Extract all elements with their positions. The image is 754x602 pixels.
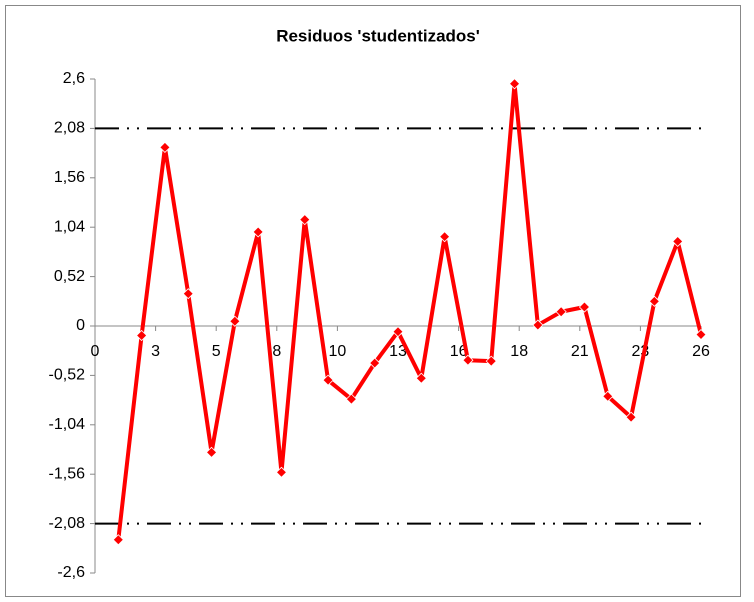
x-tick-label: 3 xyxy=(151,343,160,360)
data-point xyxy=(485,355,497,367)
data-point xyxy=(625,411,637,423)
data-point xyxy=(252,226,264,238)
x-tick-label: 10 xyxy=(329,343,347,360)
y-tick-label: 1,04 xyxy=(54,218,85,235)
y-tick-label: -2,08 xyxy=(49,515,86,532)
data-point xyxy=(532,319,544,331)
chart-title: Residuos 'studentizados' xyxy=(276,26,480,45)
x-tick-label: 26 xyxy=(692,343,710,360)
data-point xyxy=(299,214,311,226)
data-point xyxy=(275,466,288,478)
data-point xyxy=(392,326,404,338)
data-point xyxy=(555,306,567,318)
x-tick-label: 5 xyxy=(212,343,221,360)
data-point xyxy=(672,235,684,248)
data-point xyxy=(182,288,194,300)
y-tick-label: -1,56 xyxy=(49,465,86,482)
data-point xyxy=(439,231,451,243)
data-point xyxy=(112,534,124,546)
data-point xyxy=(695,328,707,341)
x-tick-label: 16 xyxy=(450,343,468,360)
data-point xyxy=(578,301,591,313)
data-point xyxy=(345,393,357,405)
data-point xyxy=(508,78,521,90)
data-point xyxy=(322,374,334,386)
y-tick-label: 2,08 xyxy=(54,120,85,137)
data-point xyxy=(602,390,614,402)
y-tick-label: 0,52 xyxy=(54,268,85,285)
x-tick-label: 21 xyxy=(571,343,589,360)
data-point xyxy=(136,329,148,342)
data-line xyxy=(116,81,703,540)
x-tick-label: 18 xyxy=(510,343,528,360)
data-point xyxy=(159,141,171,153)
data-point xyxy=(648,295,660,307)
y-tick-label: -2,6 xyxy=(57,564,85,581)
chart-border xyxy=(5,5,741,597)
x-tick-label: 0 xyxy=(91,343,100,360)
x-tick-label: 13 xyxy=(389,343,407,360)
data-point xyxy=(205,446,218,458)
data-point xyxy=(415,372,427,384)
y-tick-label: -1,04 xyxy=(49,416,86,433)
y-tick-label: -0,52 xyxy=(49,367,86,384)
data-point xyxy=(369,357,381,369)
x-tick-label: 8 xyxy=(272,343,281,360)
y-tick-label: 1,56 xyxy=(54,169,85,186)
y-tick-label: 2,6 xyxy=(63,70,85,87)
data-point xyxy=(229,315,241,327)
data-point xyxy=(462,354,474,366)
y-tick-label: 0 xyxy=(76,317,85,334)
